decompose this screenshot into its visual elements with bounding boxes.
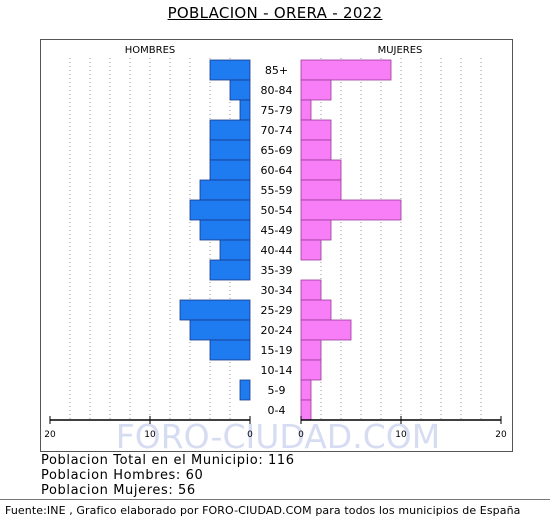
age-group-label: 5-9 [268,384,286,397]
bar-men [209,339,251,361]
series-label-men: HOMBRES [125,45,176,56]
bar-women [300,359,322,381]
age-group-label: 0-4 [268,404,286,417]
bar-women [300,279,322,301]
age-group-label: 15-19 [261,344,293,357]
age-group-label: 45-49 [261,224,293,237]
chart-frame [40,39,513,452]
bar-men [239,99,251,121]
x-tick-label: 0 [298,430,304,440]
bar-men [209,119,251,141]
watermark: FORO-CIUDAD.COM [116,417,440,456]
chart-title: POBLACION - ORERA - 2022 [167,4,383,22]
x-tick-label: 10 [395,430,407,440]
bar-women [300,339,322,361]
age-group-label: 20-24 [261,324,293,337]
bar-men [199,179,251,201]
bar-women [300,159,342,181]
bar-men [219,239,251,261]
bar-women [300,59,392,81]
bar-men [189,199,251,221]
bar-women [300,199,402,221]
bar-men [209,159,251,181]
bar-women [300,99,312,121]
bar-men [199,219,251,241]
summary-total: Poblacion Total en el Municipio: 116 [41,453,295,468]
bar-men [189,319,251,341]
bar-women [300,219,332,241]
bar-women [300,299,332,321]
bar-men [229,79,251,101]
bar-women [300,379,312,401]
bar-women [300,139,332,161]
series-label-women: MUJERES [378,45,423,56]
bar-women [300,79,332,101]
bar-men [239,379,251,401]
x-tick-label: 0 [247,430,253,440]
footer-divider [0,499,550,500]
bar-men [179,299,251,321]
age-group-label: 55-59 [261,184,293,197]
summary-women: Poblacion Mujeres: 56 [41,483,196,498]
x-tick-label: 20 [495,430,507,440]
bar-women [300,179,342,201]
bar-women [300,239,322,261]
x-tick-label: 20 [44,430,56,440]
bar-women [300,119,332,141]
age-group-label: 80-84 [261,84,293,97]
footer-source: Fuente:INE , Grafico elaborado por FORO-… [5,504,521,517]
bar-men [209,259,251,281]
age-group-label: 40-44 [261,244,293,257]
age-group-label: 35-39 [261,264,293,277]
age-group-label: 65-69 [261,144,293,157]
bar-women [300,319,352,341]
age-group-label: 30-34 [261,284,293,297]
age-group-label: 70-74 [261,124,293,137]
summary-men: Poblacion Hombres: 60 [41,468,204,483]
bar-women [300,399,312,421]
age-group-label: 60-64 [261,164,293,177]
age-group-label: 25-29 [261,304,293,317]
bar-men [209,59,251,81]
age-group-label: 50-54 [261,204,293,217]
age-group-label: 85+ [265,64,288,77]
bar-men [209,139,251,161]
age-group-label: 10-14 [261,364,293,377]
x-tick-label: 10 [144,430,156,440]
age-group-label: 75-79 [261,104,293,117]
